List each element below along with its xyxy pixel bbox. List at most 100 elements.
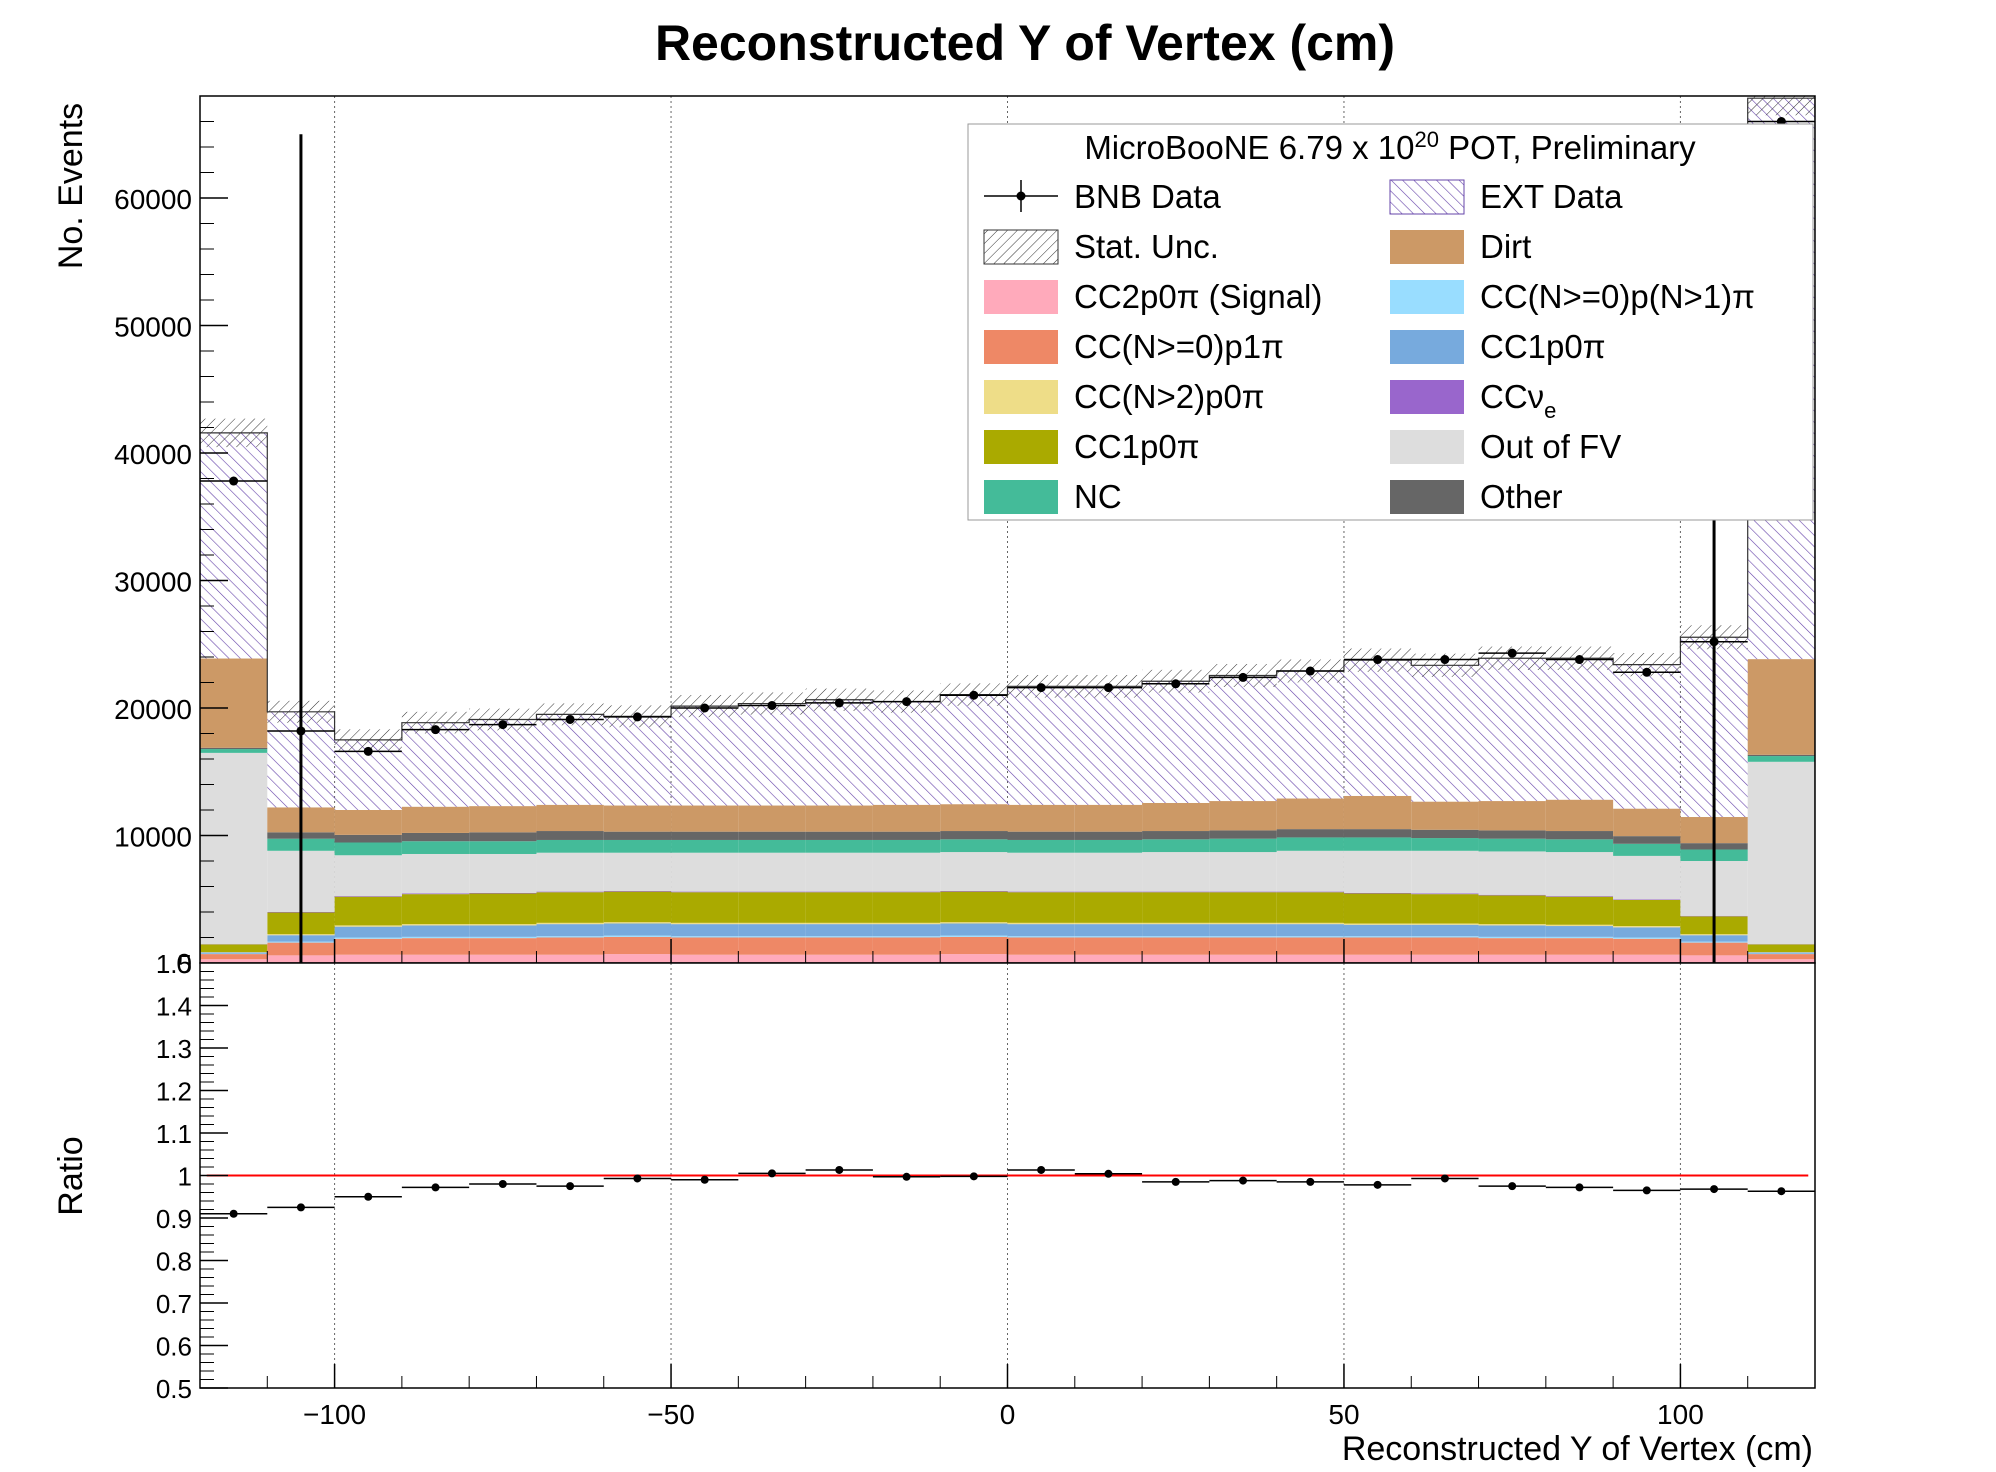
bar-10-bin-13	[1074, 804, 1143, 832]
bar-5-bin-6	[603, 891, 672, 923]
bar-0-bin-10	[872, 954, 941, 963]
bar-8-bin-12	[1007, 839, 1075, 853]
legend-label-10: CC1p0π	[1074, 428, 1200, 465]
bar-3-bin-19	[1478, 925, 1546, 937]
bar-5-bin-21	[1613, 899, 1681, 927]
bar-6-bin-6	[603, 890, 672, 892]
bar-3-bin-4	[469, 925, 537, 937]
bar-10-bin-19	[1478, 801, 1546, 831]
bar-1-bin-21	[1613, 938, 1681, 955]
bar-10-bin-21	[1613, 808, 1681, 837]
bar-8-bin-8	[738, 839, 806, 853]
bar-11-bin-20	[1545, 658, 1614, 800]
bar-0-bin-16	[1276, 954, 1344, 963]
y-axis-label: No. Events	[52, 103, 90, 269]
bar-0-bin-6	[603, 954, 672, 963]
bar-10-bin-0	[200, 658, 268, 748]
bar-4-bin-21	[1613, 926, 1681, 928]
bar-2-bin-7	[671, 936, 739, 938]
bar-11-bin-10	[872, 701, 941, 805]
bar-11-bin-15	[1209, 675, 1277, 802]
data-point-11	[969, 690, 979, 700]
y-tick-label-4: 50000	[114, 312, 192, 343]
data-point-14	[1171, 679, 1181, 689]
bar-7-bin-2	[334, 855, 402, 897]
bar-11-bin-9	[805, 699, 873, 806]
x-tick-label-1: −50	[647, 1399, 695, 1430]
bar-5-bin-8	[738, 892, 806, 923]
bar-6-bin-15	[1209, 891, 1277, 893]
ratio-tick-label-6: 1.1	[156, 1119, 192, 1149]
legend-label-5: CC(N>=0)p(N>1)π	[1480, 278, 1755, 315]
ratio-point-23	[1777, 1187, 1786, 1196]
bar-4-bin-6	[603, 922, 672, 924]
bar-0-bin-4	[469, 954, 537, 963]
bar-10-bin-23	[1747, 659, 1815, 755]
bar-0-bin-19	[1478, 954, 1546, 963]
bar-8-bin-23	[1747, 756, 1815, 762]
y-cut-label: 0	[176, 948, 192, 979]
data-point-2	[363, 746, 373, 756]
bar-4-bin-7	[671, 922, 739, 925]
ratio-tick-label-8: 1.3	[156, 1034, 192, 1064]
ratio-points	[200, 1165, 1815, 1218]
legend-label-0: BNB Data	[1074, 178, 1221, 215]
bar-8-bin-13	[1074, 839, 1143, 853]
legend-header-tail: POT, Preliminary	[1439, 129, 1696, 166]
bar-7-bin-8	[738, 852, 806, 892]
bar-1-bin-11	[940, 936, 1008, 955]
bar-10-bin-9	[805, 805, 873, 832]
bar-9-bin-17	[1343, 829, 1412, 838]
bar-1-bin-15	[1209, 937, 1277, 955]
bar-6-bin-17	[1343, 892, 1412, 894]
bar-11-bin-17	[1343, 660, 1412, 796]
bar-4-bin-20	[1545, 924, 1614, 927]
ratio-tick-label-5: 1	[178, 1162, 192, 1192]
ratio-point-0	[229, 1209, 238, 1218]
data-point-10	[902, 697, 912, 707]
ratio-point-6	[633, 1174, 642, 1183]
bar-1-bin-4	[469, 938, 537, 955]
bar-2-bin-15	[1209, 936, 1277, 938]
bar-2-bin-21	[1613, 937, 1681, 939]
bar-1-bin-5	[536, 937, 604, 955]
y-tick-label-1: 20000	[114, 694, 192, 725]
bar-8-bin-5	[536, 839, 604, 853]
bar-6-bin-7	[671, 891, 739, 893]
ratio-point-3	[431, 1183, 440, 1192]
bar-6-bin-2	[334, 896, 402, 897]
ratio-axis-label: Ratio	[52, 1136, 90, 1215]
bar-4-bin-14	[1142, 922, 1210, 925]
bar-3-bin-18	[1411, 924, 1479, 937]
bar-4-bin-10	[872, 922, 941, 925]
bar-4-bin-5	[536, 922, 604, 925]
bar-7-bin-0	[200, 752, 268, 945]
x-tick-label-3: 50	[1328, 1399, 1359, 1430]
ratio-point-22	[1710, 1185, 1719, 1194]
bar-5-bin-23	[1747, 944, 1815, 953]
bar-10-bin-4	[469, 806, 537, 833]
bar-2-bin-2	[334, 937, 402, 939]
bar-1-bin-10	[872, 937, 941, 955]
bar-2-bin-12	[1007, 936, 1075, 938]
ratio-tick-label-4: 0.9	[156, 1204, 192, 1234]
bar-1-bin-14	[1142, 937, 1210, 955]
bar-6-bin-10	[872, 891, 941, 893]
bar-8-bin-7	[671, 839, 739, 853]
bar-3-bin-21	[1613, 927, 1681, 938]
bar-10-bin-15	[1209, 801, 1277, 831]
ratio-point-2	[364, 1192, 373, 1201]
bar-2-bin-6	[603, 935, 672, 937]
bar-9-bin-0	[200, 747, 268, 750]
bar-3-bin-12	[1007, 924, 1075, 937]
ratio-point-19	[1508, 1182, 1517, 1191]
bar-7-bin-15	[1209, 852, 1277, 892]
bar-8-bin-20	[1545, 839, 1614, 853]
bar-9-bin-16	[1276, 829, 1344, 838]
bar-8-bin-2	[334, 842, 402, 856]
legend-swatch-8	[984, 380, 1058, 414]
ratio-point-21	[1642, 1186, 1651, 1195]
bar-10-bin-12	[1007, 804, 1075, 832]
bar-9-bin-7	[671, 831, 739, 840]
bar-4-bin-11	[940, 922, 1008, 924]
